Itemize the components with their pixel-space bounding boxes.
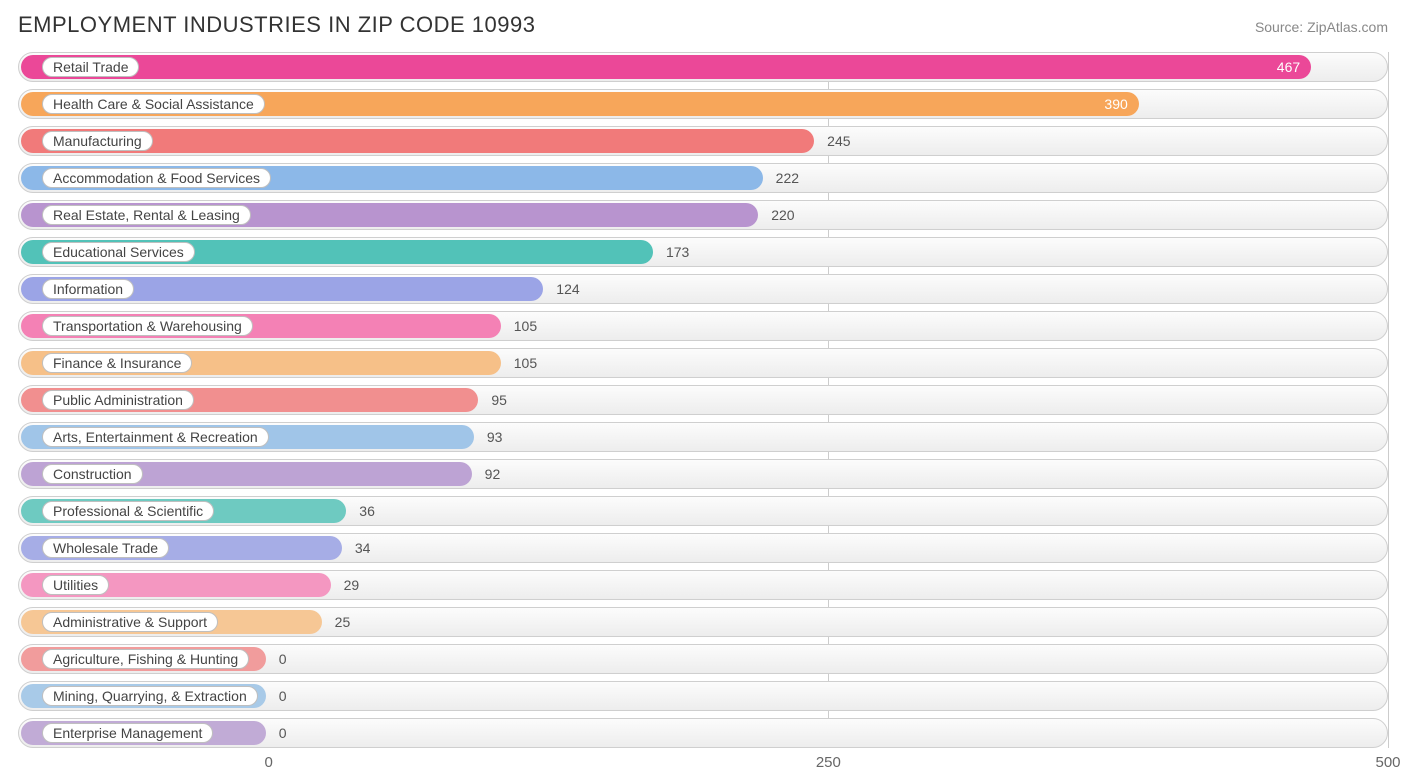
bar-value: 467 bbox=[1277, 52, 1300, 82]
chart-header: EMPLOYMENT INDUSTRIES IN ZIP CODE 10993 … bbox=[18, 12, 1388, 38]
bar-row: Mining, Quarrying, & Extraction 0 bbox=[18, 681, 1388, 711]
bar-value: 0 bbox=[279, 644, 287, 674]
bar-value: 390 bbox=[1104, 89, 1127, 119]
bar-row: Educational Services 173 bbox=[18, 237, 1388, 267]
bar-value: 36 bbox=[359, 496, 375, 526]
bar-label: Finance & Insurance bbox=[42, 353, 192, 373]
bar-row: Wholesale Trade 34 bbox=[18, 533, 1388, 563]
bar-label: Construction bbox=[42, 464, 143, 484]
bar-value: 222 bbox=[776, 163, 799, 193]
bar-row: Professional & Scientific 36 bbox=[18, 496, 1388, 526]
gridline bbox=[1388, 52, 1389, 748]
bar-value: 220 bbox=[771, 200, 794, 230]
bar-row: Accommodation & Food Services 222 bbox=[18, 163, 1388, 193]
bar-label: Manufacturing bbox=[42, 131, 153, 151]
bar-row: Enterprise Management 0 bbox=[18, 718, 1388, 748]
bar-row: Manufacturing 245 bbox=[18, 126, 1388, 156]
bar-value: 93 bbox=[487, 422, 503, 452]
bar-label: Transportation & Warehousing bbox=[42, 316, 253, 336]
bar-value: 0 bbox=[279, 718, 287, 748]
bar-row: Health Care & Social Assistance 390 bbox=[18, 89, 1388, 119]
bar-value: 105 bbox=[514, 348, 537, 378]
bar-label: Enterprise Management bbox=[42, 723, 213, 743]
axis-tick-label: 500 bbox=[1375, 754, 1400, 771]
bar-row: Agriculture, Fishing & Hunting 0 bbox=[18, 644, 1388, 674]
bar-row: Utilities 29 bbox=[18, 570, 1388, 600]
bar-value: 34 bbox=[355, 533, 371, 563]
bar-value: 95 bbox=[491, 385, 507, 415]
bar-label: Mining, Quarrying, & Extraction bbox=[42, 686, 258, 706]
bar-label: Retail Trade bbox=[42, 57, 139, 77]
bar-row: Arts, Entertainment & Recreation 93 bbox=[18, 422, 1388, 452]
bar-row: Public Administration 95 bbox=[18, 385, 1388, 415]
bar-value: 245 bbox=[827, 126, 850, 156]
bar-label: Real Estate, Rental & Leasing bbox=[42, 205, 251, 225]
chart-source: Source: ZipAtlas.com bbox=[1255, 19, 1388, 35]
bar-row: Finance & Insurance 105 bbox=[18, 348, 1388, 378]
x-axis: 0250500 bbox=[18, 750, 1388, 776]
bars-container: Retail Trade 467 Health Care & Social Assi… bbox=[18, 52, 1388, 748]
bar-row: Information 124 bbox=[18, 274, 1388, 304]
bar-value: 25 bbox=[335, 607, 351, 637]
bar-label: Utilities bbox=[42, 575, 109, 595]
bar-value: 173 bbox=[666, 237, 689, 267]
chart-area: Retail Trade 467 Health Care & Social Assi… bbox=[18, 52, 1388, 776]
bar-label: Wholesale Trade bbox=[42, 538, 169, 558]
axis-tick-label: 0 bbox=[265, 754, 273, 771]
bar-row: Construction 92 bbox=[18, 459, 1388, 489]
bar-label: Information bbox=[42, 279, 134, 299]
bar-value: 0 bbox=[279, 681, 287, 711]
bar-label: Agriculture, Fishing & Hunting bbox=[42, 649, 249, 669]
bar-value: 92 bbox=[485, 459, 501, 489]
bar-value: 105 bbox=[514, 311, 537, 341]
bar-label: Accommodation & Food Services bbox=[42, 168, 271, 188]
bar-row: Retail Trade 467 bbox=[18, 52, 1388, 82]
bar-row: Real Estate, Rental & Leasing 220 bbox=[18, 200, 1388, 230]
chart-title: EMPLOYMENT INDUSTRIES IN ZIP CODE 10993 bbox=[18, 12, 536, 38]
bar-value: 124 bbox=[556, 274, 579, 304]
bar-label: Educational Services bbox=[42, 242, 195, 262]
bar-row: Transportation & Warehousing 105 bbox=[18, 311, 1388, 341]
bar-fill bbox=[21, 55, 1311, 79]
bar-label: Health Care & Social Assistance bbox=[42, 94, 265, 114]
bar-label: Professional & Scientific bbox=[42, 501, 214, 521]
bar-label: Arts, Entertainment & Recreation bbox=[42, 427, 269, 447]
bar-label: Public Administration bbox=[42, 390, 194, 410]
bar-label: Administrative & Support bbox=[42, 612, 218, 632]
bar-row: Administrative & Support 25 bbox=[18, 607, 1388, 637]
bar-value: 29 bbox=[344, 570, 360, 600]
axis-tick-label: 250 bbox=[816, 754, 841, 771]
